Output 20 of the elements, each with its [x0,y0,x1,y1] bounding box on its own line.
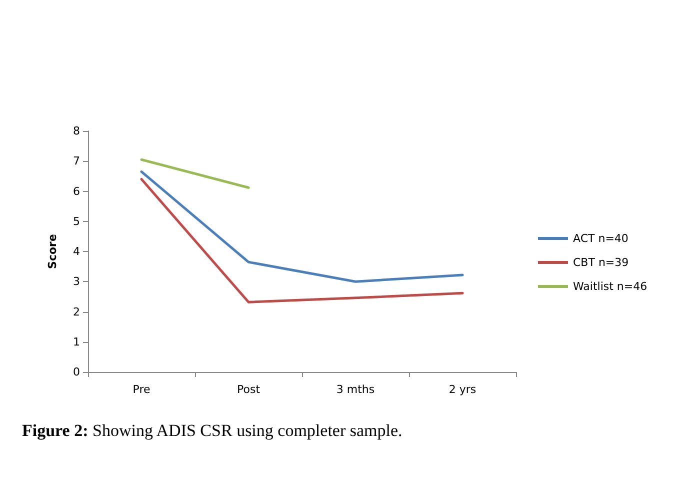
y-tick-label: 4 [73,245,80,258]
y-tick-label: 0 [73,366,80,378]
legend-label: Waitlist n=46 [573,280,648,293]
x-tick-label: 2 yrs [448,383,476,396]
y-tick-label: 8 [73,124,80,138]
y-tick-label: 1 [73,335,80,348]
y-tick-label: 3 [73,275,80,288]
y-tick-label: 5 [73,214,80,228]
legend-label: ACT n=40 [573,232,628,245]
y-tick-label: 6 [73,184,80,198]
y-tick-label: 2 [73,305,80,318]
caption: Figure 2: Showing ADIS CSR using completer sample. [22,421,402,440]
legend-label: CBT n=39 [573,256,629,269]
x-tick-label: 3 mths [336,383,375,396]
x-tick-label: Pre [132,383,150,396]
line-series [140,170,464,283]
line-series [140,178,464,304]
y-axis-title: Score [46,234,59,269]
x-tick-label: Post [236,383,261,396]
y-tick-label: 7 [73,154,80,168]
